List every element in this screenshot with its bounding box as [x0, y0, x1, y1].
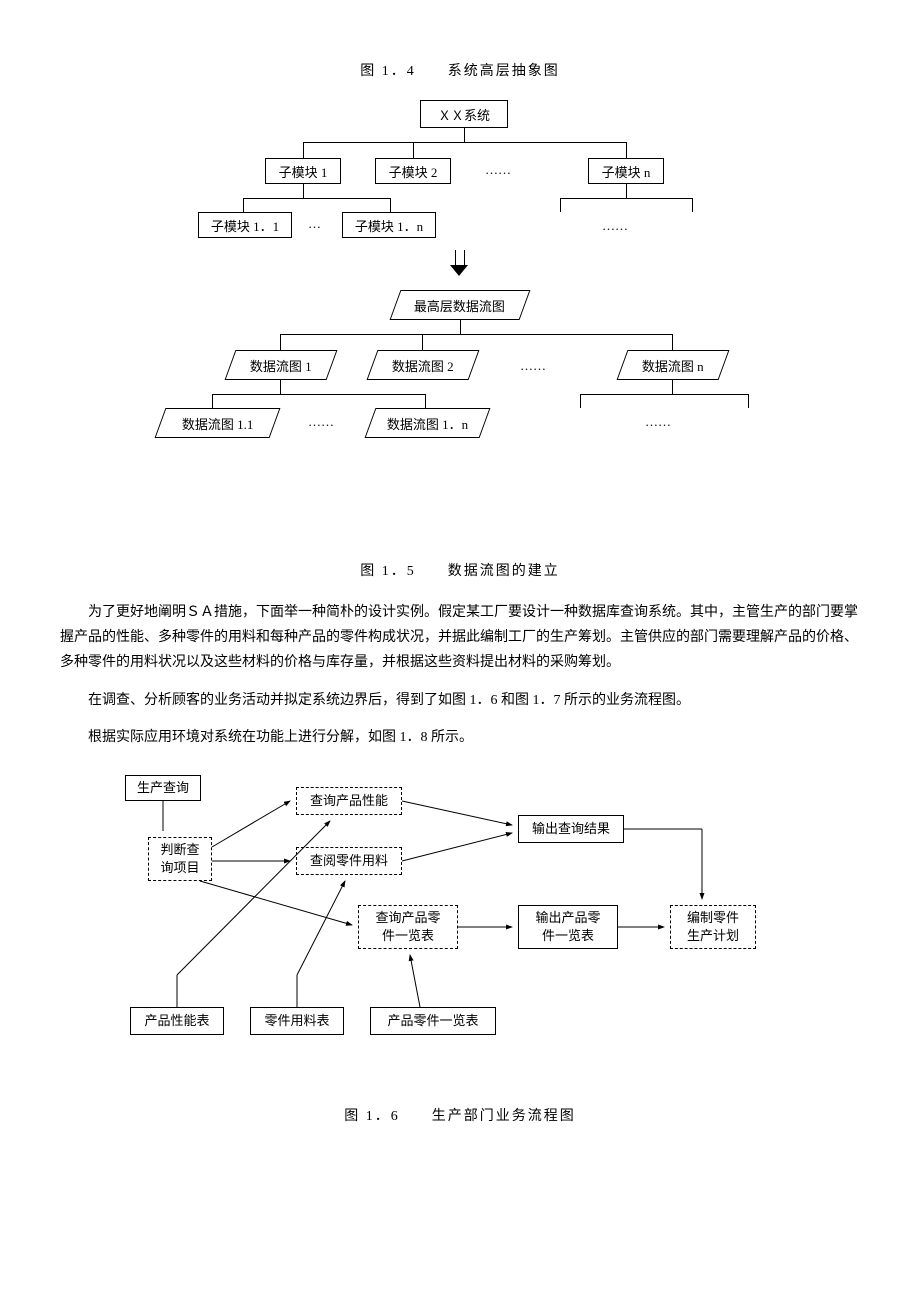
output-query-node: 输出查询结果	[518, 815, 624, 843]
mod1-1-node: 子模块 1．1	[198, 212, 292, 238]
query-product-node: 查询产品性能	[296, 787, 402, 815]
level2-dots1: …	[308, 216, 321, 232]
dfd-level2-dots1: ……	[308, 414, 334, 430]
level2-dots2: ……	[602, 218, 628, 234]
product-parts-table-node: 产品零件一览表	[370, 1007, 496, 1035]
mod1-node: 子模块 1	[265, 158, 341, 184]
modn-node: 子模块 n	[588, 158, 664, 184]
dfd-top-node: 最高层数据流图	[390, 290, 531, 320]
query-parts-node: 查阅零件用料	[296, 847, 402, 875]
paragraph-1: 为了更好地阐明ＳＡ措施，下面举一种简朴的设计实例。假定某工厂要设计一种数据库查询…	[60, 600, 860, 676]
dfd1-node: 数据流图 1	[225, 350, 338, 380]
parts-table-node: 零件用料表	[250, 1007, 344, 1035]
dfd1-1-node: 数据流图 1.1	[155, 408, 281, 438]
paragraph-2: 在调查、分析顾客的业务活动并拟定系统边界后，得到了如图 1．6 和图 1．7 所…	[60, 688, 860, 713]
compile-plan-node: 编制零件 生产计划	[670, 905, 756, 949]
arrow-down-icon	[450, 250, 468, 276]
decision-node: 判断查 询项目	[148, 837, 212, 881]
caption-1-6: 图 1．6 生产部门业务流程图	[60, 1105, 860, 1125]
diagram-1-5: ＸＸ系统 子模块 1 子模块 2 …… 子模块 n 子模块 1．1 … 子模块 …	[160, 100, 760, 540]
dfd1-n-node: 数据流图 1．n	[365, 408, 491, 438]
level1-dots: ……	[485, 162, 511, 178]
dfd-level2-dots2: ……	[645, 414, 671, 430]
start-node: 生产查询	[125, 775, 201, 801]
paragraph-3: 根据实际应用环境对系统在功能上进行分解，如图 1．8 所示。	[60, 725, 860, 750]
query-product-parts-node: 查询产品零 件一览表	[358, 905, 458, 949]
mod2-node: 子模块 2	[375, 158, 451, 184]
dfdn-node: 数据流图 n	[617, 350, 730, 380]
mod1-n-node: 子模块 1．n	[342, 212, 436, 238]
output-product-parts-node: 输出产品零 件一览表	[518, 905, 618, 949]
diagram-1-6: 生产查询 判断查 询项目 查询产品性能 查阅零件用料 查询产品零 件一览表 输出…	[100, 775, 820, 1085]
product-table-node: 产品性能表	[130, 1007, 224, 1035]
dfd2-node: 数据流图 2	[367, 350, 480, 380]
dfd-level1-dots: ……	[520, 358, 546, 374]
root-node: ＸＸ系统	[420, 100, 508, 128]
caption-1-5: 图 1．5 数据流图的建立	[60, 560, 860, 580]
caption-1-4: 图 1．4 系统高层抽象图	[60, 60, 860, 80]
